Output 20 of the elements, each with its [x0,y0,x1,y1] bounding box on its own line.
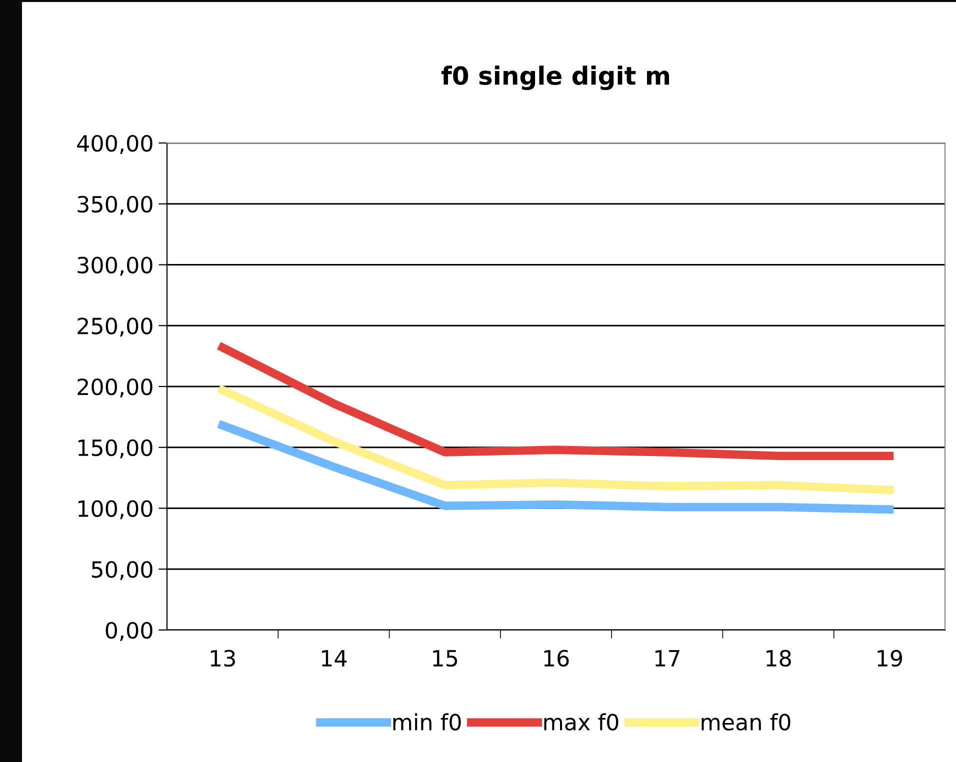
x-tick-label: 17 [655,650,680,666]
x-tick-label: 18 [766,650,791,667]
chart-title: f0 single digit m [441,66,670,90]
x-tick-label: 15 [433,650,458,667]
y-tick-label: 150,00 [78,439,152,458]
legend-label: max f0 [544,713,618,731]
x-tick-label: 14 [322,650,347,666]
y-tick-label: 0,00 [106,622,152,642]
y-tick-label: 100,00 [78,500,152,520]
y-tick-label: 350,00 [78,196,152,215]
y-tick-label: 400,00 [77,134,152,154]
x-tick-label: 13 [210,650,235,667]
y-tick-label: 200,00 [78,378,152,398]
y-tick-label: 300,00 [78,256,152,276]
legend-label: min f0 [393,713,461,731]
x-tick-label: 16 [544,650,569,667]
legend-label: mean f0 [702,713,790,731]
y-tick-label: 50,00 [92,561,152,580]
y-tick-label: 250,00 [78,318,152,337]
x-tick-label: 19 [878,650,902,667]
